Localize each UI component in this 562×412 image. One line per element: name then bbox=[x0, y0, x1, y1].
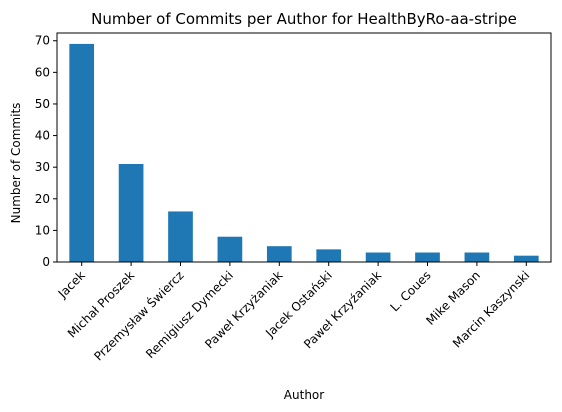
bar bbox=[266, 246, 292, 262]
bar bbox=[415, 252, 440, 262]
x-tick-label: Jacek bbox=[55, 268, 88, 301]
x-tick-label: Remigiusz Dymecki bbox=[143, 268, 236, 361]
bar bbox=[513, 255, 539, 262]
bar bbox=[464, 252, 490, 262]
x-tick-label: L. Coues bbox=[387, 268, 433, 314]
bar bbox=[217, 236, 243, 262]
x-tick-label: Przemysław Świercz bbox=[91, 268, 187, 364]
y-tick-label: 40 bbox=[35, 129, 50, 143]
bar bbox=[69, 43, 95, 263]
y-tick-label: 50 bbox=[35, 97, 50, 111]
bar bbox=[118, 164, 144, 262]
y-tick-label: 10 bbox=[35, 223, 50, 237]
y-axis-label: Number of Commits bbox=[9, 103, 23, 224]
y-tick-label: 70 bbox=[35, 34, 50, 48]
y-tick-label: 30 bbox=[35, 160, 50, 174]
bar bbox=[365, 252, 391, 262]
y-axis-ticks: 0 10 20 30 40 50 60 70 bbox=[35, 34, 57, 269]
y-tick-label: 60 bbox=[35, 65, 50, 79]
chart-title: Number of Commits per Author for HealthB… bbox=[91, 10, 517, 28]
y-tick-label: 20 bbox=[35, 192, 50, 206]
plot-frame bbox=[56, 32, 552, 263]
y-tick-label: 0 bbox=[42, 255, 50, 269]
x-axis-label: Author bbox=[284, 388, 324, 402]
bar bbox=[316, 249, 342, 262]
bar bbox=[168, 211, 193, 262]
bars bbox=[69, 43, 539, 263]
